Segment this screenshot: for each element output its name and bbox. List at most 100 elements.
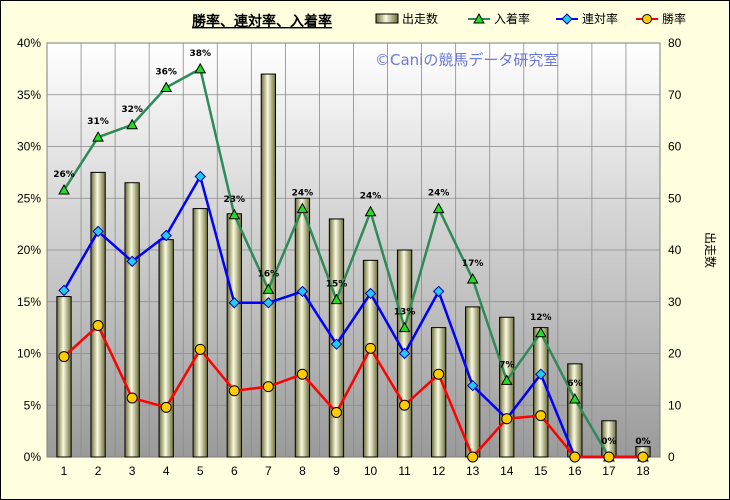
- triangle-marker: [228, 208, 241, 220]
- diamond-marker: [296, 285, 309, 298]
- bar: [226, 213, 242, 458]
- data-label: 36%: [155, 68, 177, 78]
- data-label: 26%: [53, 170, 75, 180]
- triangle-marker: [262, 283, 275, 294]
- triangle-marker: [466, 272, 479, 284]
- data-label: 12%: [530, 313, 552, 323]
- data-label: 17%: [462, 259, 484, 269]
- data-label: 0%: [601, 437, 616, 447]
- circle-marker: [365, 342, 377, 354]
- series-line: [62, 175, 643, 459]
- x-tick-label: 11: [398, 464, 411, 478]
- data-label: 16%: [258, 269, 280, 279]
- data-label: 24%: [360, 192, 382, 202]
- circle-marker: [637, 451, 649, 463]
- x-tick-label: 14: [500, 464, 514, 478]
- circle-marker: [467, 451, 479, 463]
- triangle-marker: [92, 131, 104, 142]
- circle-marker: [126, 392, 138, 404]
- chart-title: 勝率、連対率、入着率: [192, 13, 332, 30]
- bar: [56, 296, 72, 458]
- x-tick-label: 10: [364, 464, 378, 478]
- x-tick-label: 12: [432, 464, 446, 478]
- x-tick-label: 1: [61, 464, 68, 478]
- y-left-tick-label: 0%: [24, 450, 42, 464]
- diamond-marker: [194, 170, 206, 183]
- y-left-tick-label: 35%: [17, 88, 41, 102]
- y-right-tick-label: 70: [668, 88, 682, 102]
- y-right-tick-label: 30: [668, 295, 682, 309]
- x-tick-label: 4: [163, 464, 170, 478]
- bar: [90, 171, 106, 458]
- series-line: [62, 67, 643, 459]
- y-left-tick-label: 5%: [24, 398, 42, 412]
- x-tick-label: 15: [534, 464, 548, 478]
- y-left-tick-label: 10%: [17, 347, 41, 361]
- bar: [328, 218, 345, 458]
- y-right-tick-label: 80: [668, 36, 682, 50]
- diamond-marker: [58, 284, 70, 297]
- legend-circle-marker: [642, 14, 652, 24]
- x-tick-label: 18: [636, 464, 650, 478]
- circle-marker: [194, 343, 206, 355]
- triangle-marker: [534, 326, 547, 338]
- legend-triangle-marker: [473, 12, 485, 24]
- bar: [499, 316, 515, 458]
- legend-label: 出走数: [402, 11, 438, 26]
- y-right-tick-label: 0: [668, 450, 675, 464]
- y-right-tick-label: 50: [668, 191, 682, 205]
- y-left-tick-label: 30%: [17, 140, 41, 154]
- data-label: 32%: [121, 105, 143, 115]
- diamond-marker: [364, 287, 377, 300]
- x-tick-label: 5: [197, 464, 204, 478]
- data-label: 31%: [87, 117, 109, 127]
- legend-label: 連対率: [582, 11, 618, 26]
- triangle-marker: [398, 321, 411, 333]
- data-label: 7%: [499, 360, 514, 370]
- x-tick-label: 6: [231, 464, 238, 478]
- data-label: 15%: [326, 280, 348, 290]
- y-right-tick-label: 20: [668, 347, 682, 361]
- y-right-tick-label: 40: [668, 243, 682, 257]
- circle-marker: [262, 381, 274, 393]
- diamond-marker: [466, 379, 479, 392]
- x-tick-label: 3: [129, 464, 136, 478]
- data-label: 0%: [635, 437, 650, 447]
- triangle-marker: [330, 293, 343, 305]
- bar: [430, 327, 447, 458]
- diamond-marker: [398, 347, 411, 360]
- legend-bar-swatch: [375, 13, 399, 24]
- bar: [124, 182, 140, 458]
- circle-marker: [160, 401, 172, 413]
- x-tick-label: 16: [568, 464, 582, 478]
- y-right-axis-label: 出走数: [703, 232, 718, 268]
- legend-diamond-marker: [561, 13, 573, 25]
- triangle-marker: [432, 202, 445, 214]
- x-tick-label: 7: [265, 464, 272, 478]
- x-tick-label: 2: [95, 464, 102, 478]
- bar: [294, 197, 311, 458]
- line-series-group: [62, 67, 643, 459]
- data-label: 6%: [567, 379, 582, 389]
- legend-label: 入着率: [494, 11, 530, 26]
- legend-label: 勝率: [662, 11, 686, 26]
- diamond-marker: [92, 225, 104, 238]
- data-label: 23%: [224, 195, 246, 205]
- diamond-marker: [228, 297, 241, 309]
- triangle-marker: [364, 205, 377, 217]
- data-label: 24%: [292, 189, 314, 199]
- triangle-marker: [160, 81, 173, 93]
- triangle-marker: [194, 62, 207, 74]
- x-tick-label: 9: [333, 464, 340, 478]
- data-label: 13%: [394, 308, 416, 318]
- x-tick-label: 13: [466, 464, 480, 478]
- circle-marker: [296, 368, 308, 380]
- triangle-marker: [58, 183, 70, 195]
- diamond-marker: [160, 229, 172, 242]
- y-left-tick-label: 15%: [17, 295, 41, 309]
- data-label: 24%: [428, 189, 450, 199]
- diamond-marker: [262, 297, 275, 309]
- y-right-tick-label: 60: [668, 140, 682, 154]
- series-line: [63, 324, 643, 459]
